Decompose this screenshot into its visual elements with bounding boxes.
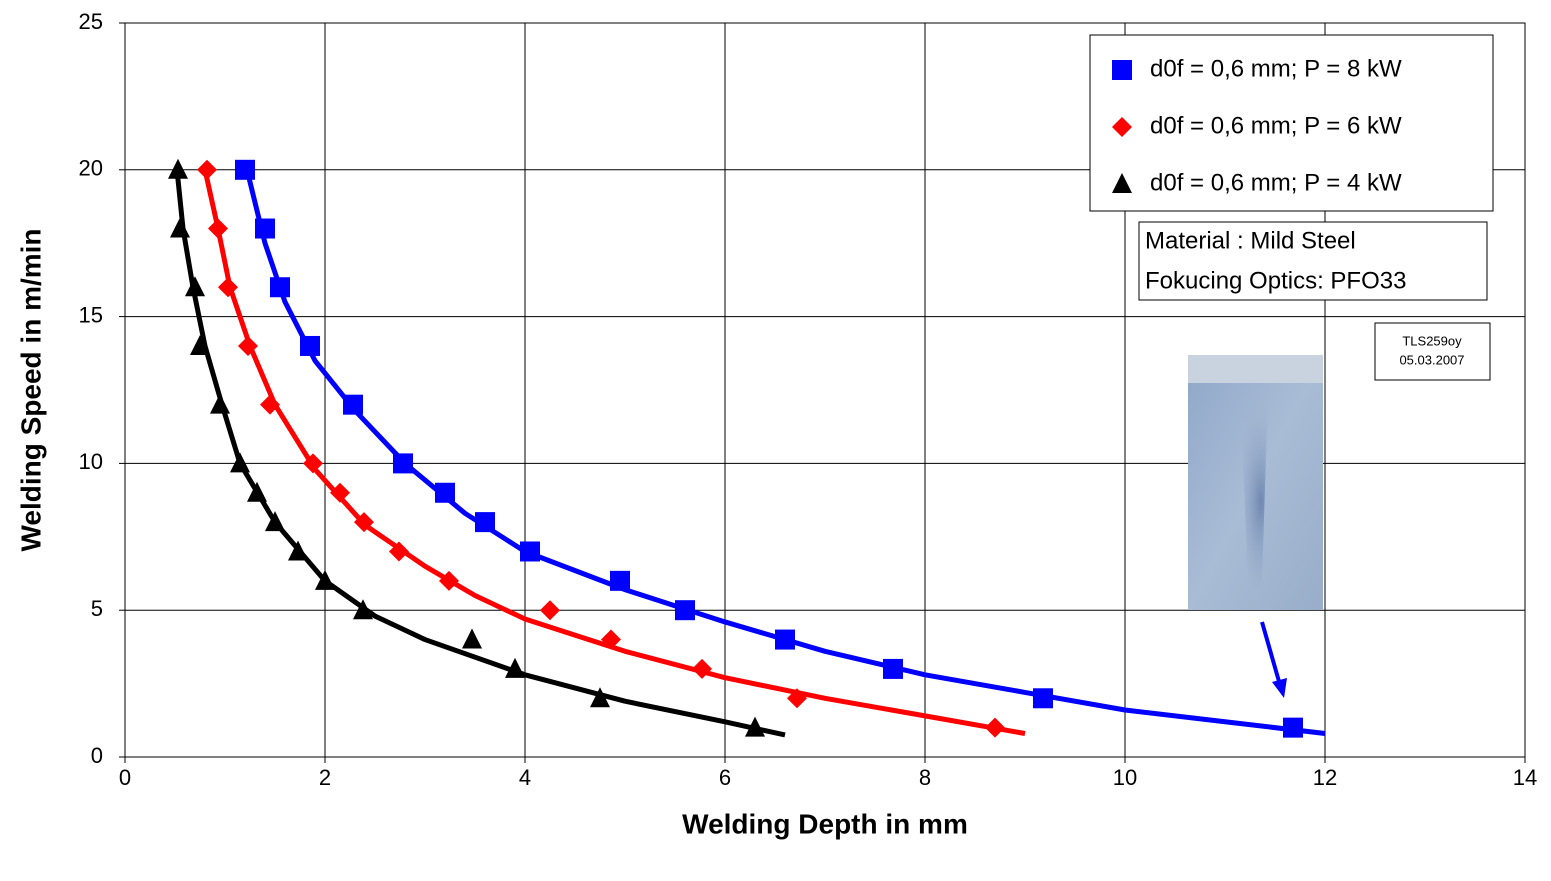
weld-seam <box>1232 369 1290 590</box>
weld-photo <box>1188 355 1323 610</box>
stamp: 05.03.2007 <box>1399 352 1464 367</box>
stamp-box <box>1374 322 1491 381</box>
legend-label: d0f = 0,6 mm; P = 4 kW <box>1150 169 1402 196</box>
marker <box>692 658 712 679</box>
marker <box>389 541 409 562</box>
marker <box>393 453 413 474</box>
marker <box>540 600 560 621</box>
marker <box>170 217 190 238</box>
annotation: Material : Mild Steel <box>1145 227 1356 254</box>
x-axis-title: Welding Depth in mm <box>682 808 968 839</box>
marker <box>462 628 482 649</box>
y-tick-label: 10 <box>79 449 103 474</box>
marker <box>883 658 903 679</box>
marker <box>354 512 374 533</box>
marker <box>985 717 1005 738</box>
legend-items: d0f = 0,6 mm; P = 8 kW d0f = 0,6 mm; P = … <box>1112 55 1402 196</box>
marker <box>255 218 275 239</box>
marker <box>505 657 525 678</box>
marker <box>315 569 335 590</box>
marker <box>675 600 695 621</box>
marker <box>185 276 205 297</box>
x-tick-label: 0 <box>119 765 131 790</box>
marker <box>343 394 363 415</box>
plot-border <box>124 22 1526 758</box>
y-axis-title: Welding Speed in m/min <box>15 228 46 551</box>
legend <box>1089 34 1494 212</box>
marker <box>168 158 188 179</box>
marker <box>601 629 621 650</box>
marker <box>190 334 210 355</box>
marker <box>590 687 610 708</box>
marker <box>265 511 285 532</box>
y-tick-label: 25 <box>79 9 103 34</box>
marker <box>197 159 217 180</box>
marker <box>475 512 495 533</box>
marker <box>353 599 373 620</box>
marker <box>230 452 250 473</box>
x-tick-label: 6 <box>719 765 731 790</box>
marker <box>303 453 323 474</box>
legend-label: d0f = 0,6 mm; P = 6 kW <box>1150 112 1402 139</box>
legend-label: d0f = 0,6 mm; P = 8 kW <box>1150 55 1402 82</box>
marker <box>1112 173 1132 193</box>
marker <box>270 277 290 298</box>
fit-line <box>202 169 1026 736</box>
marker <box>787 688 807 709</box>
marker <box>1033 688 1053 709</box>
marker <box>439 570 459 591</box>
plot <box>168 158 1326 738</box>
marker <box>1283 717 1303 738</box>
grid: 0 2 4 6 8 10 12 14 0 5 10 15 20 25 <box>79 9 1538 790</box>
arrow-head <box>1272 678 1287 698</box>
fit-line <box>244 169 1326 736</box>
marker <box>260 394 280 415</box>
marker <box>745 716 765 737</box>
x-tick-label: 12 <box>1313 765 1337 790</box>
marker <box>238 335 258 356</box>
marker <box>1112 60 1132 80</box>
marker <box>775 629 795 650</box>
x-tick-label: 2 <box>319 765 331 790</box>
x-tick-label: 10 <box>1113 765 1137 790</box>
marker <box>520 541 540 562</box>
marker <box>210 393 230 414</box>
marker <box>330 482 350 503</box>
marker <box>610 570 630 591</box>
y-tick-label: 5 <box>91 596 103 621</box>
marker <box>288 540 308 561</box>
y-tick-label: 20 <box>79 156 103 181</box>
marker <box>208 218 228 239</box>
x-tick-label: 14 <box>1513 765 1537 790</box>
annotation-box <box>1138 221 1488 301</box>
marker <box>218 277 238 298</box>
marker <box>247 481 267 502</box>
annotation: Fokucing Optics: PFO33 <box>1145 267 1406 294</box>
x-tick-label: 8 <box>919 765 931 790</box>
marker <box>435 482 455 503</box>
stamp: TLS259oy <box>1402 333 1462 348</box>
y-tick-label: 15 <box>79 302 103 327</box>
y-tick-label: 0 <box>91 743 103 768</box>
marker <box>235 159 255 180</box>
arrow <box>1260 621 1282 686</box>
x-tick-label: 4 <box>519 765 531 790</box>
marker <box>1112 117 1132 137</box>
marker <box>300 335 320 356</box>
